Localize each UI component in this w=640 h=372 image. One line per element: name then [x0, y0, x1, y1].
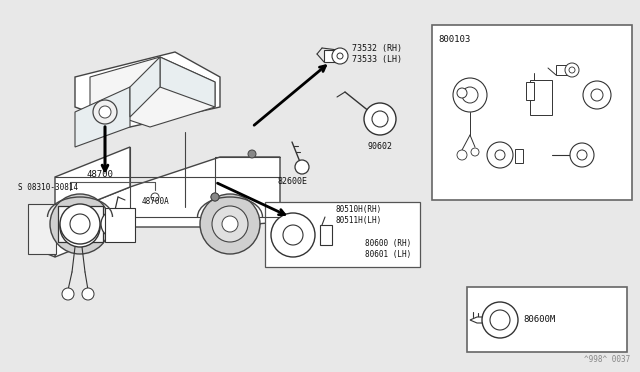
Circle shape [271, 213, 315, 257]
Polygon shape [30, 207, 55, 257]
Bar [556, 65, 568, 75]
Bar [432, 25, 632, 200]
Circle shape [372, 111, 388, 127]
Polygon shape [55, 147, 130, 217]
Bar [526, 82, 534, 100]
Circle shape [482, 302, 518, 338]
Circle shape [457, 88, 467, 98]
Bar [515, 149, 523, 163]
Circle shape [295, 160, 309, 174]
Circle shape [50, 194, 110, 254]
Ellipse shape [50, 217, 110, 231]
Bar [265, 202, 420, 267]
Circle shape [570, 143, 594, 167]
Polygon shape [90, 57, 215, 127]
Circle shape [583, 81, 611, 109]
Circle shape [471, 148, 479, 156]
Text: 73532 (RH)
73533 (LH): 73532 (RH) 73533 (LH) [352, 44, 402, 64]
Circle shape [565, 63, 579, 77]
Circle shape [70, 214, 90, 234]
Circle shape [70, 217, 90, 237]
Text: 80600M: 80600M [523, 315, 556, 324]
Polygon shape [130, 57, 160, 117]
Text: 82600E: 82600E [277, 177, 307, 186]
Text: 80600 (RH)
80601 (LH): 80600 (RH) 80601 (LH) [365, 239, 412, 259]
Circle shape [82, 288, 94, 300]
Text: 800103: 800103 [438, 35, 470, 44]
Circle shape [337, 53, 343, 59]
Circle shape [222, 216, 238, 232]
Circle shape [72, 216, 88, 232]
Circle shape [495, 150, 505, 160]
Polygon shape [470, 317, 483, 323]
Text: S 08310-30814: S 08310-30814 [18, 183, 78, 192]
Bar [320, 225, 332, 245]
Circle shape [457, 150, 467, 160]
Circle shape [151, 193, 159, 201]
Circle shape [211, 193, 219, 201]
Bar [324, 50, 338, 62]
Polygon shape [160, 57, 215, 107]
Polygon shape [55, 157, 280, 257]
Ellipse shape [200, 217, 260, 231]
Circle shape [591, 89, 603, 101]
Text: ^998^ 0037: ^998^ 0037 [584, 355, 630, 364]
Text: 48700: 48700 [86, 170, 113, 179]
Circle shape [212, 206, 248, 242]
Circle shape [453, 78, 487, 112]
Circle shape [62, 288, 74, 300]
Circle shape [490, 310, 510, 330]
Circle shape [211, 193, 219, 201]
Circle shape [93, 100, 117, 124]
Circle shape [487, 142, 513, 168]
Bar [58, 206, 103, 242]
Text: 90602: 90602 [367, 142, 392, 151]
Circle shape [60, 207, 100, 247]
Circle shape [332, 48, 348, 64]
Bar [530, 80, 552, 115]
Polygon shape [75, 87, 130, 147]
Polygon shape [75, 52, 220, 127]
Circle shape [364, 103, 396, 135]
Circle shape [99, 106, 111, 118]
Bar [105, 208, 135, 242]
Circle shape [200, 194, 260, 254]
Bar [28, 204, 56, 254]
Circle shape [569, 67, 575, 73]
Circle shape [577, 150, 587, 160]
Circle shape [101, 210, 129, 238]
Circle shape [462, 87, 478, 103]
Circle shape [60, 204, 100, 244]
Bar [467, 287, 627, 352]
Text: 48700A: 48700A [142, 197, 170, 206]
Circle shape [248, 150, 256, 158]
Circle shape [283, 225, 303, 245]
Text: 80510H(RH)
80511H(LH): 80510H(RH) 80511H(LH) [335, 205, 381, 225]
Circle shape [62, 206, 98, 242]
